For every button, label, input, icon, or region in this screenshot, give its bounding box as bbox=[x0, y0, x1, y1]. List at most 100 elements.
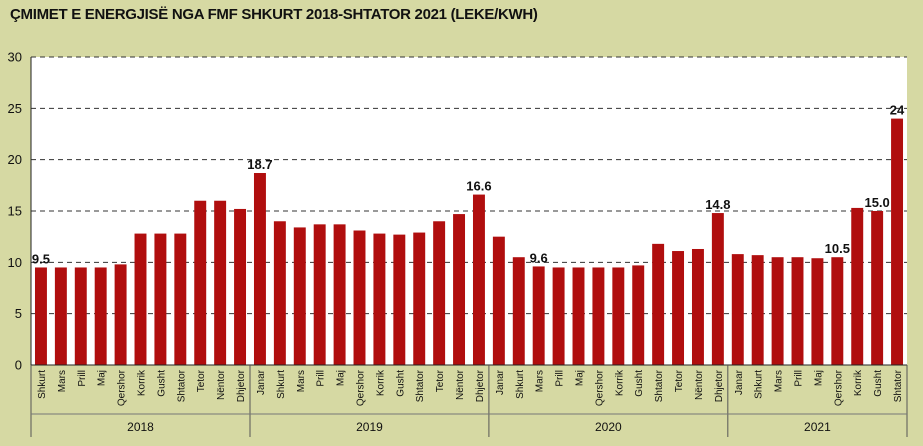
bar bbox=[711, 213, 724, 365]
bar bbox=[134, 233, 147, 365]
year-group-label: 2021 bbox=[804, 420, 831, 434]
data-label: 10.5 bbox=[825, 241, 850, 256]
bar bbox=[751, 255, 764, 365]
chart-title: ÇMIMET E ENERGJISË NGA FMF SHKURT 2018-S… bbox=[10, 6, 538, 23]
x-tick-label: Qershor bbox=[594, 369, 605, 406]
data-label: 18.7 bbox=[247, 157, 272, 172]
x-tick-label: Prill bbox=[555, 370, 566, 387]
y-tick-label: 20 bbox=[8, 152, 22, 167]
x-tick-label: Dhjetor bbox=[714, 369, 725, 402]
bar bbox=[273, 221, 286, 365]
x-tick-label: Shkurt bbox=[754, 370, 765, 399]
x-tick-label: Korrik bbox=[375, 369, 386, 396]
data-label: 16.6 bbox=[466, 179, 491, 194]
x-tick-label: Janar bbox=[495, 369, 506, 395]
data-label: 9.5 bbox=[32, 251, 50, 266]
x-tick-label: Korrik bbox=[614, 369, 625, 396]
x-tick-label: Shtator bbox=[176, 369, 187, 402]
bar bbox=[94, 267, 107, 365]
bar bbox=[433, 221, 446, 365]
bar bbox=[74, 267, 87, 365]
x-tick-label: Dhjetor bbox=[236, 369, 247, 402]
bar bbox=[592, 267, 605, 365]
y-tick-label: 15 bbox=[8, 204, 22, 219]
x-tick-label: Mars bbox=[535, 370, 546, 392]
bar bbox=[293, 227, 306, 365]
bar bbox=[731, 254, 744, 365]
bar bbox=[791, 257, 804, 365]
x-tick-label: Qershor bbox=[356, 369, 367, 406]
y-tick-label: 5 bbox=[15, 306, 22, 321]
year-group-label: 2020 bbox=[595, 420, 622, 434]
year-group-label: 2019 bbox=[356, 420, 383, 434]
bar bbox=[174, 233, 187, 365]
x-tick-label: Qershor bbox=[833, 369, 844, 406]
bar bbox=[492, 236, 505, 365]
bar bbox=[532, 266, 545, 365]
bar bbox=[552, 267, 565, 365]
bar bbox=[771, 257, 784, 365]
x-tick-label: Korrik bbox=[853, 369, 864, 396]
x-tick-label: Shtator bbox=[654, 369, 665, 402]
x-tick-label: Shkurt bbox=[515, 370, 526, 399]
x-tick-label: Prill bbox=[794, 370, 805, 387]
bar bbox=[413, 232, 426, 365]
data-label: 15.0 bbox=[864, 195, 889, 210]
year-group-label: 2018 bbox=[127, 420, 154, 434]
bar bbox=[353, 230, 366, 365]
bar bbox=[393, 234, 406, 365]
x-tick-label: Maj bbox=[813, 370, 824, 386]
x-tick-label: Shkurt bbox=[37, 370, 48, 399]
bar bbox=[831, 257, 844, 365]
x-tick-label: Shtator bbox=[415, 369, 426, 402]
bar bbox=[632, 265, 645, 365]
y-tick-label: 0 bbox=[15, 358, 22, 373]
bar bbox=[54, 267, 67, 365]
bar bbox=[373, 233, 386, 365]
x-tick-label: Dhjetor bbox=[475, 369, 486, 402]
bar bbox=[652, 243, 665, 365]
x-tick-label: Prill bbox=[77, 370, 88, 387]
x-tick-label: Nëntor bbox=[455, 369, 466, 400]
x-tick-label: Gusht bbox=[634, 370, 645, 397]
x-tick-label: Maj bbox=[97, 370, 108, 386]
x-tick-label: Tetor bbox=[435, 369, 446, 392]
bar bbox=[154, 233, 167, 365]
bar bbox=[691, 248, 704, 365]
bar bbox=[313, 224, 326, 365]
x-tick-label: Gusht bbox=[156, 370, 167, 397]
bar bbox=[871, 211, 884, 365]
bar bbox=[214, 200, 227, 365]
bar bbox=[612, 267, 625, 365]
data-label: 24 bbox=[890, 103, 905, 118]
y-tick-label: 25 bbox=[8, 101, 22, 116]
y-tick-label: 30 bbox=[8, 50, 22, 65]
x-tick-label: Tetor bbox=[674, 369, 685, 392]
x-tick-label: Janar bbox=[734, 369, 745, 395]
x-tick-label: Tetor bbox=[196, 369, 207, 392]
x-tick-label: Gusht bbox=[395, 370, 406, 397]
y-tick-label: 10 bbox=[8, 255, 22, 270]
bar bbox=[253, 173, 266, 365]
x-tick-label: Maj bbox=[336, 370, 347, 386]
bar bbox=[672, 251, 685, 365]
bar bbox=[891, 118, 904, 365]
x-tick-label: Korrik bbox=[137, 369, 148, 396]
x-tick-label: Gusht bbox=[873, 370, 884, 397]
bar bbox=[234, 208, 247, 365]
x-tick-label: Janar bbox=[256, 369, 267, 395]
data-label: 14.8 bbox=[705, 197, 730, 212]
x-tick-label: Nëntor bbox=[694, 369, 705, 400]
data-label: 9.6 bbox=[530, 250, 548, 265]
bar bbox=[811, 258, 824, 365]
bar bbox=[851, 207, 864, 365]
x-tick-label: Nëntor bbox=[216, 369, 227, 400]
x-tick-label: Mars bbox=[774, 370, 785, 392]
bar bbox=[472, 194, 485, 365]
bar bbox=[114, 264, 127, 365]
x-tick-label: Maj bbox=[575, 370, 586, 386]
bar bbox=[34, 267, 47, 365]
x-tick-label: Qershor bbox=[117, 369, 128, 406]
